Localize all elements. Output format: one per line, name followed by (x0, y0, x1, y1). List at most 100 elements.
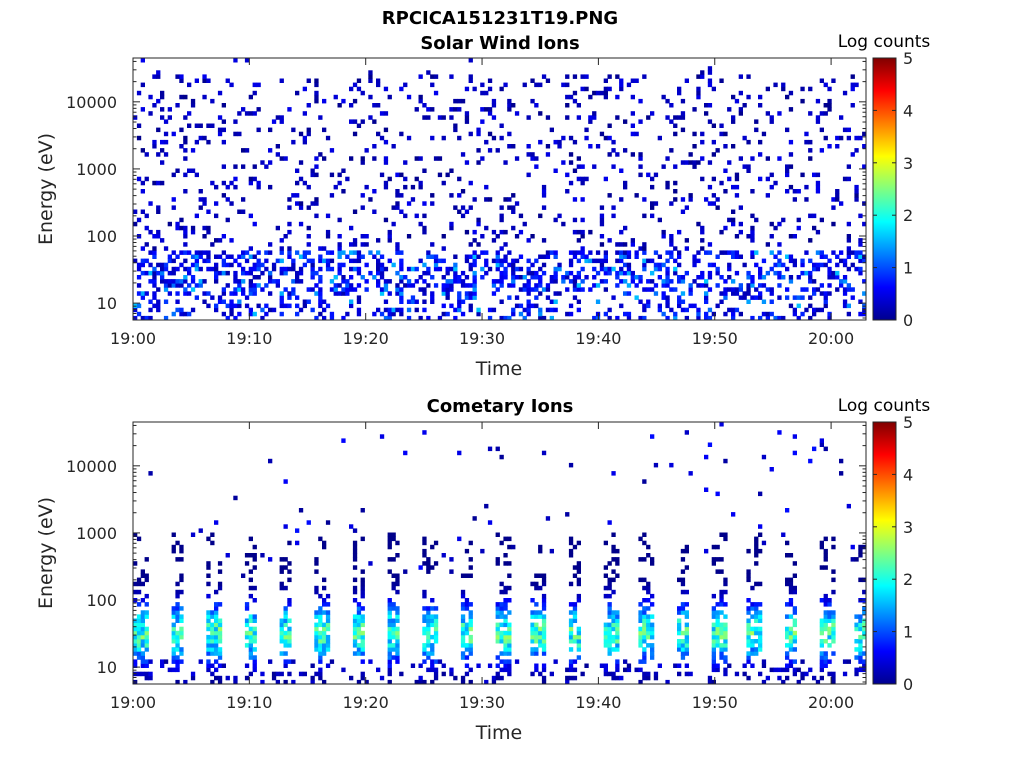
heatmap-cell (175, 659, 180, 664)
heatmap-cell (248, 180, 253, 186)
heatmap-cell (595, 283, 601, 288)
heatmap-cell (854, 655, 859, 660)
heatmap-cell (325, 634, 331, 640)
heatmap-cell (815, 679, 821, 685)
heatmap-cell (322, 577, 327, 583)
heatmap-cell (646, 287, 651, 292)
heatmap-cell (252, 275, 257, 280)
heatmap-cell (507, 315, 512, 321)
heatmap-cell (279, 618, 284, 623)
heatmap-cell (495, 254, 500, 259)
heatmap-cell (457, 176, 462, 182)
heatmap-cell (646, 553, 651, 558)
heatmap-cell (314, 291, 319, 296)
heatmap-cell (607, 610, 612, 615)
heatmap-cell (630, 94, 635, 100)
heatmap-cell (568, 626, 574, 632)
heatmap-cell (669, 462, 674, 468)
heatmap-cell (842, 659, 848, 664)
heatmap-cell (464, 291, 470, 296)
heatmap-cell (302, 111, 307, 116)
heatmap-cell (781, 82, 786, 88)
heatmap-cell (399, 172, 404, 178)
heatmap-cell (711, 622, 716, 628)
heatmap-cell (750, 156, 755, 161)
heatmap-cell (140, 655, 145, 660)
heatmap-cell (630, 270, 635, 276)
heatmap-cell (422, 630, 427, 636)
heatmap-cell (595, 258, 601, 264)
heatmap-cell (835, 144, 840, 149)
heatmap-cell (781, 86, 786, 92)
heatmap-cell (349, 119, 354, 124)
heatmap-cell (607, 123, 612, 128)
heatmap-cell (723, 630, 728, 636)
heatmap-cell (576, 258, 581, 264)
heatmap-cell (707, 66, 713, 71)
colorbar-gradient (872, 421, 897, 685)
heatmap-cell (503, 667, 508, 673)
heatmap-cell (468, 622, 473, 628)
heatmap-cell (268, 275, 273, 280)
heatmap-cell (630, 123, 635, 128)
heatmap-cell (746, 598, 751, 603)
heatmap-cell (244, 622, 250, 628)
heatmap-cell (472, 254, 477, 259)
heatmap-cell (804, 197, 809, 202)
heatmap-cell (738, 283, 743, 288)
heatmap-cell (318, 115, 323, 120)
heatmap-cell (449, 667, 454, 673)
heatmap-cell (858, 299, 863, 304)
heatmap-cell (576, 283, 581, 288)
heatmap-cell (352, 598, 358, 603)
heatmap-cell (468, 614, 473, 619)
heatmap-cell (244, 303, 250, 309)
heatmap-cell (410, 283, 416, 288)
heatmap-cell (422, 618, 427, 623)
heatmap-cell (256, 180, 261, 186)
heatmap-cell (561, 135, 566, 141)
heatmap-cell (650, 655, 655, 660)
heatmap-cell (538, 585, 543, 591)
heatmap-cell (673, 270, 678, 276)
heatmap-cell (615, 622, 620, 628)
heatmap-cell (819, 626, 824, 632)
heatmap-cell (430, 634, 435, 640)
heatmap-cell (707, 307, 713, 313)
heatmap-cell (576, 577, 581, 583)
heatmap-cell (480, 234, 485, 239)
heatmap-cell (136, 283, 142, 288)
heatmap-cell (862, 279, 867, 284)
heatmap-cell (634, 78, 639, 83)
heatmap-cell (788, 184, 794, 190)
heatmap-cell (503, 606, 508, 611)
heatmap-cell (252, 565, 257, 570)
heatmap-cell (719, 622, 724, 628)
heatmap-cell (711, 663, 716, 668)
heatmap-cell (634, 295, 639, 300)
heatmap-cell (210, 180, 215, 186)
heatmap-cell (136, 671, 142, 677)
heatmap-cell (850, 82, 855, 88)
heatmap-cell (773, 270, 778, 276)
heatmap-cell (638, 152, 643, 157)
heatmap-cell (298, 508, 304, 513)
heatmap-cell (318, 651, 323, 656)
heatmap-cell (314, 78, 319, 83)
heatmap-cell (260, 287, 265, 292)
heatmap-cell (541, 647, 547, 652)
heatmap-cell (823, 593, 828, 599)
heatmap-cell (433, 630, 439, 636)
heatmap-cell (364, 184, 369, 190)
heatmap-cell (190, 287, 196, 292)
heatmap-cell (495, 446, 500, 452)
heatmap-cell (144, 626, 149, 632)
heatmap-cell (453, 262, 458, 268)
heatmap-cell (140, 626, 145, 632)
heatmap-cell (603, 630, 608, 636)
heatmap-cell (422, 553, 427, 558)
heatmap-cell (206, 643, 211, 648)
heatmap-cell (808, 315, 813, 321)
heatmap-cell (684, 610, 689, 615)
heatmap-cell (460, 602, 466, 607)
